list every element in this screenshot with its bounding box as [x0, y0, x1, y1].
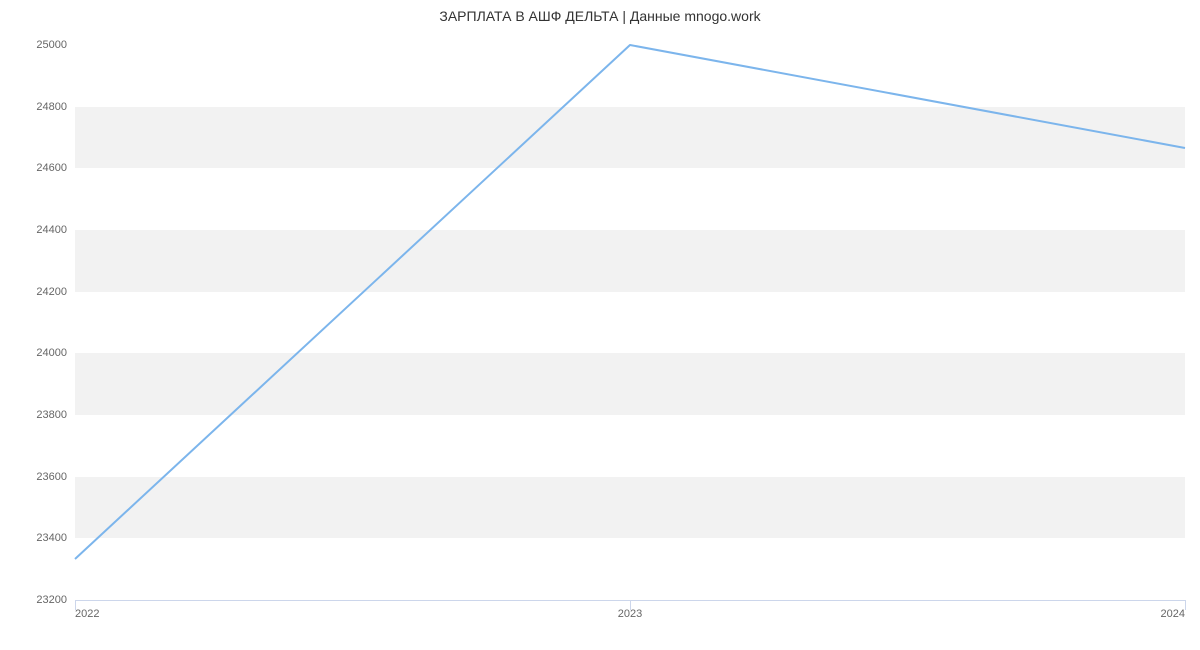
chart-title: ЗАРПЛАТА В АШФ ДЕЛЬТА | Данные mnogo.wor…	[0, 8, 1200, 24]
x-axis-tick-label: 2023	[618, 600, 642, 620]
plot-area: 2320023400236002380024000242002440024600…	[75, 45, 1185, 600]
x-axis-tick-label: 2022	[75, 600, 99, 620]
y-axis-tick-label: 23200	[36, 594, 75, 606]
y-axis-tick-label: 25000	[36, 39, 75, 51]
line-series-layer	[75, 45, 1185, 600]
chart-container: ЗАРПЛАТА В АШФ ДЕЛЬТА | Данные mnogo.wor…	[0, 0, 1200, 650]
y-axis-tick-label: 24000	[36, 347, 75, 359]
y-axis-tick-label: 24800	[36, 101, 75, 113]
data-line	[75, 45, 1185, 559]
y-axis-tick-label: 24600	[36, 162, 75, 174]
y-axis-tick-label: 23800	[36, 409, 75, 421]
y-axis-tick-label: 24400	[36, 224, 75, 236]
y-axis-tick-label: 24200	[36, 286, 75, 298]
y-axis-tick-label: 23600	[36, 471, 75, 483]
x-axis-tick-label: 2024	[1161, 600, 1185, 620]
x-axis-tick	[1185, 600, 1186, 610]
y-axis-tick-label: 23400	[36, 532, 75, 544]
